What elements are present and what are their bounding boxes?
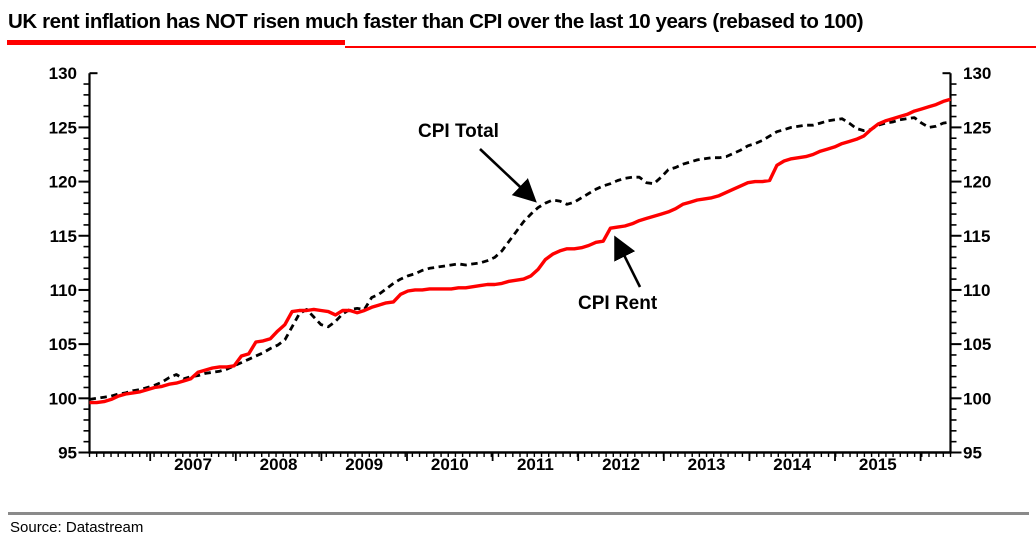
x-year-label: 2007 <box>174 455 212 474</box>
footer-divider <box>8 512 1029 515</box>
x-year-label: 2011 <box>517 455 554 474</box>
cpi-rent-line <box>89 97 951 405</box>
x-year-label: 2015 <box>859 455 897 474</box>
cpi-total-line <box>89 116 951 401</box>
y-tick-label-left: 120 <box>49 173 77 192</box>
y-tick-label-right: 120 <box>963 173 991 192</box>
y-tick-label-left: 125 <box>49 118 77 137</box>
chart-title: UK rent inflation has NOT risen much fas… <box>8 10 864 33</box>
x-year-label: 2009 <box>345 455 383 474</box>
x-year-label: 2013 <box>688 455 726 474</box>
y-tick-label-left: 95 <box>58 444 77 463</box>
y-tick-label-left: 115 <box>50 227 77 246</box>
x-year-label: 2012 <box>602 455 640 474</box>
x-year-label: 2014 <box>773 455 811 474</box>
y-tick-label-left: 100 <box>49 389 77 408</box>
cpi-total-label: CPI Total <box>418 121 499 142</box>
title-underline-thick <box>7 40 345 45</box>
x-year-label: 2010 <box>431 455 469 474</box>
cpi-rent-arrow <box>614 235 642 288</box>
x-year-label: 2008 <box>260 455 298 474</box>
y-tick-label-left: 130 <box>49 64 77 83</box>
title-underline-thin <box>345 46 1036 48</box>
y-tick-label-right: 125 <box>963 118 991 137</box>
y-tick-label-left: 105 <box>49 335 77 354</box>
y-tick-label-right: 110 <box>963 281 990 300</box>
cpi-rent-label: CPI Rent <box>578 293 658 314</box>
y-tick-label-left: 110 <box>50 281 77 300</box>
source-label: Source: Datastream <box>10 519 144 536</box>
cpi-total-arrow <box>479 148 537 203</box>
y-tick-label-right: 100 <box>963 389 991 408</box>
y-tick-label-right: 105 <box>963 335 991 354</box>
y-tick-label-right: 115 <box>963 227 990 246</box>
y-tick-label-right: 95 <box>963 444 982 463</box>
y-tick-label-right: 130 <box>963 64 991 83</box>
